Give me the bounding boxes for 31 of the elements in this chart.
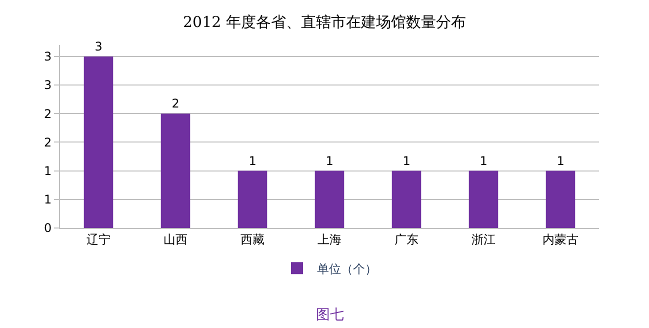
x-tick-label: 辽宁 (86, 232, 110, 246)
bar (160, 114, 190, 228)
data-label: 1 (480, 154, 488, 168)
y-tick-label: 1 (44, 164, 52, 178)
chart-title: 2012 年度各省、直辖市在建场馆数量分布 (183, 12, 466, 31)
y-tick-label: 2 (44, 135, 52, 150)
y-tick-label: 3 (44, 50, 52, 64)
bar (84, 56, 114, 228)
text: 图七 (316, 307, 344, 323)
data-label: 1 (402, 154, 410, 168)
y-tick-label: 1 (44, 192, 52, 207)
x-tick-label: 西藏 (240, 232, 264, 246)
data-label: 3 (94, 39, 102, 54)
data-label: 2 (172, 96, 180, 111)
bar (314, 170, 344, 228)
bar (238, 170, 268, 228)
data-label: 1 (326, 154, 334, 168)
y-tick-label: 0 (44, 221, 52, 236)
y-tick-label: 2 (44, 106, 52, 121)
legend-label: 单位（个） (317, 262, 377, 276)
x-tick-label: 上海 (318, 232, 342, 246)
x-tick-label: 山西 (164, 232, 188, 246)
x-tick-label: 内蒙古 (542, 232, 578, 246)
data-label: 1 (556, 154, 564, 168)
x-tick-label: 广东 (394, 232, 418, 246)
bar (392, 170, 422, 228)
bar (546, 170, 576, 228)
bar (468, 170, 498, 228)
data-label: 1 (248, 154, 256, 168)
x-tick-label: 浙江 (472, 232, 496, 246)
y-tick-label: 3 (44, 78, 52, 92)
